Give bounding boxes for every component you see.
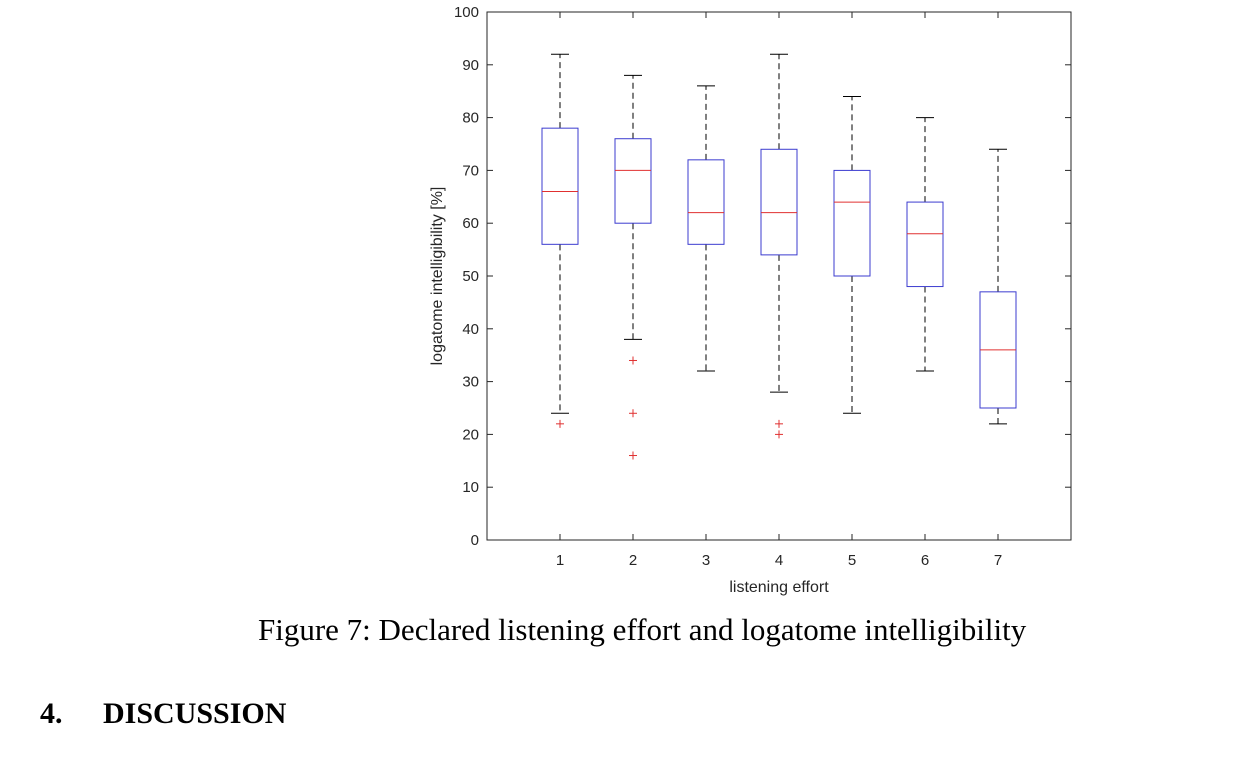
x-tick-label: 5: [848, 552, 856, 569]
boxplot-chart: 0 10 20 30 40 50 60 70 80 90 100 1 2 3 4 5 6 7 listening…: [429, 4, 1072, 596]
section-number: 4.: [40, 697, 63, 730]
y-tick-label: 100: [454, 4, 479, 21]
section-title: DISCUSSION: [103, 697, 287, 730]
x-tick-label: 4: [775, 552, 783, 569]
box-group: [833, 95, 871, 414]
outlier-marker: [775, 419, 783, 428]
y-tick-label: 50: [462, 268, 479, 285]
x-tick-label: 2: [629, 552, 637, 569]
y-tick-label: 70: [462, 162, 479, 179]
box-series: [541, 53, 1017, 460]
box-iqr: [541, 127, 579, 245]
figure-caption: Figure 7: Declared listening effort and …: [258, 612, 1027, 647]
outlier-marker: [556, 419, 564, 428]
outlier-marker: [629, 356, 637, 365]
box-group: [760, 53, 798, 439]
y-tick-label: 40: [462, 321, 479, 338]
box-iqr: [906, 201, 944, 288]
y-tick-label: 10: [462, 479, 479, 496]
y-tick-label: 90: [462, 57, 479, 74]
outlier-marker: [775, 430, 783, 439]
outlier-marker: [629, 451, 637, 460]
x-tick-label: 1: [556, 552, 564, 569]
section-heading: 4. DISCUSSION: [40, 697, 286, 731]
y-axis: 0 10 20 30 40 50 60 70 80 90 100: [454, 4, 1071, 549]
outlier-marker: [629, 409, 637, 418]
y-tick-label: 0: [471, 532, 479, 549]
box-group: [541, 53, 579, 428]
x-axis-label: listening effort: [729, 579, 829, 596]
x-tick-label: 3: [702, 552, 710, 569]
y-tick-label: 60: [462, 215, 479, 232]
box-iqr: [614, 138, 652, 224]
box-iqr: [833, 169, 871, 277]
y-tick-label: 20: [462, 426, 479, 443]
y-tick-label: 30: [462, 374, 479, 391]
box-iqr: [760, 148, 798, 256]
box-group: [979, 148, 1017, 425]
x-tick-label: 6: [921, 552, 929, 569]
box-iqr: [687, 159, 725, 245]
box-group: [614, 74, 652, 460]
box-group: [906, 117, 944, 372]
y-tick-label: 80: [462, 110, 479, 127]
y-axis-label: logatome intelligibility [%]: [429, 187, 446, 366]
box-group: [687, 85, 725, 372]
x-axis: 1 2 3 4 5 6 7: [556, 12, 1002, 569]
x-tick-label: 7: [994, 552, 1002, 569]
